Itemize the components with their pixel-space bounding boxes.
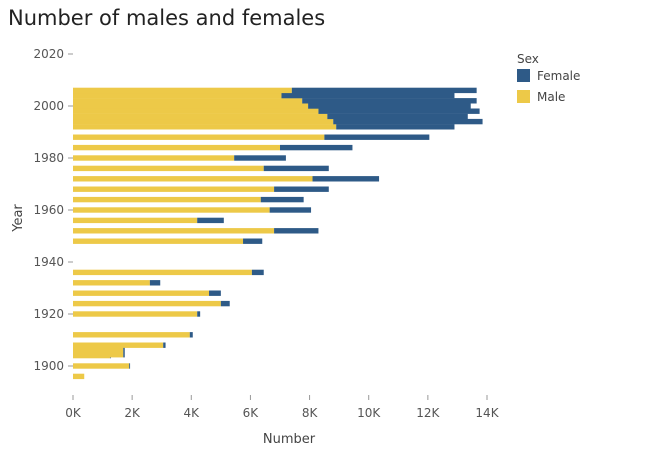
- bar-male-2002: [73, 98, 303, 104]
- x-tick-label: 10K: [357, 406, 381, 420]
- bars-layer: [73, 87, 483, 380]
- bar-female-1912: [189, 332, 193, 338]
- legend-swatch-female: [517, 69, 530, 82]
- bar-male-1980: [73, 155, 235, 161]
- bar-male-1992: [73, 124, 337, 130]
- bar-female-1980: [234, 155, 286, 161]
- bar-female-1952: [274, 228, 319, 234]
- bar-female-1998: [318, 108, 480, 114]
- legend: Sex Female Male: [517, 52, 580, 104]
- bar-male-1960: [73, 207, 270, 213]
- bar-male-1896: [73, 373, 85, 380]
- bar-male-1928: [73, 290, 210, 296]
- bar-female-1992: [336, 124, 455, 130]
- bar-female-1900: [129, 363, 131, 369]
- bar-female-1920: [197, 311, 201, 317]
- bar-male-1932: [73, 280, 150, 286]
- bar-male-1996: [73, 113, 328, 120]
- bar-male-1988: [73, 134, 325, 140]
- bar-male-1964: [73, 196, 261, 203]
- legend-swatch-male: [517, 90, 530, 103]
- bar-female-1976: [263, 165, 329, 172]
- bar-male-1920: [73, 311, 198, 317]
- bar-female-2004: [281, 92, 455, 99]
- x-tick-label: 8K: [302, 406, 319, 420]
- bar-female-1994: [333, 118, 483, 125]
- bar-female-1928: [209, 290, 221, 296]
- x-tick-label: 6K: [243, 406, 260, 420]
- bar-female-2006: [291, 87, 477, 94]
- y-tick-label: 2020: [33, 47, 64, 61]
- bar-female-1988: [324, 134, 430, 140]
- y-tick-label: 1900: [33, 359, 64, 373]
- bar-male-1924: [73, 300, 221, 307]
- bar-male-2000: [73, 103, 309, 109]
- bar-female-1996: [327, 113, 468, 120]
- y-axis-title: Year: [11, 204, 26, 233]
- bar-female-1984: [280, 144, 353, 151]
- x-axis-title: Number: [263, 432, 316, 447]
- bar-female-1932: [149, 280, 161, 286]
- bar-male-1952: [73, 228, 275, 234]
- bar-male-1998: [73, 108, 319, 114]
- bar-male-1984: [73, 144, 280, 151]
- bar-male-1936: [73, 269, 252, 276]
- bar-female-1964: [260, 196, 304, 203]
- bar-female-1968: [274, 186, 329, 192]
- x-tick-label: 0K: [65, 406, 82, 420]
- legend-title: Sex: [517, 52, 539, 66]
- legend-label-male: Male: [537, 90, 565, 104]
- bar-male-1976: [73, 165, 264, 172]
- bar-male-2004: [73, 92, 282, 99]
- bar-female-1948: [243, 238, 263, 244]
- axes-layer: 0K 2K 4K 6K 8K 10K 12K 14K 1900 1920 1940 1960 1980 2…: [33, 47, 499, 420]
- bar-male-1994: [73, 118, 334, 125]
- bar-male-1908: [73, 342, 164, 348]
- bar-male-1956: [73, 217, 198, 224]
- bar-female-1956: [197, 217, 224, 224]
- bar-female-2000: [308, 103, 471, 109]
- y-tick-label: 1960: [33, 203, 64, 217]
- bar-female-1924: [220, 300, 230, 307]
- bar-male-1972: [73, 176, 313, 182]
- bar-female-1908: [163, 342, 166, 348]
- bar-female-1960: [269, 207, 312, 213]
- bar-male-1900: [73, 363, 130, 369]
- legend-label-female: Female: [537, 69, 580, 83]
- bar-male-1968: [73, 186, 275, 192]
- y-tick-label: 2000: [33, 99, 64, 113]
- x-tick-label: 14K: [475, 406, 499, 420]
- chart-title: Number of males and females: [8, 6, 326, 30]
- bar-male-2006: [73, 87, 292, 94]
- x-tick-label: 12K: [416, 406, 440, 420]
- bar-female-1906: [123, 343, 125, 358]
- bar-female-1936: [251, 269, 264, 276]
- y-tick-label: 1980: [33, 151, 64, 165]
- x-tick-label: 2K: [124, 406, 141, 420]
- bar-female-2002: [302, 98, 477, 104]
- y-tick-label: 1920: [33, 307, 64, 321]
- x-tick-label: 4K: [184, 406, 201, 420]
- bar-male-1912: [73, 332, 190, 338]
- y-tick-label: 1940: [33, 255, 64, 269]
- bar-male-1948: [73, 238, 244, 244]
- bar-female-1972: [312, 176, 380, 182]
